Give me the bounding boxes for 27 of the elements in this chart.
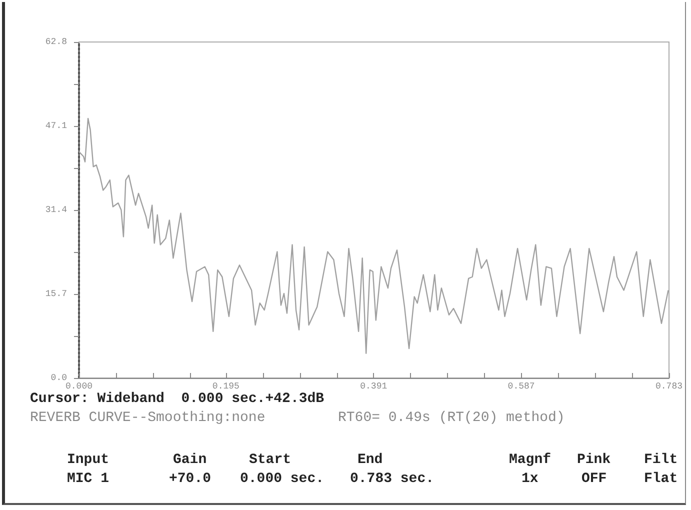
y-tick-label: 0.0 [50, 373, 67, 383]
x-tick-label: 0.000 [65, 382, 93, 392]
text: REVERB CURVE--Smoothing:none [30, 410, 266, 426]
text: +70.0 [169, 471, 212, 487]
text: RT60= 0.49s (RT(20) method) [338, 410, 565, 426]
text: 0.000 sec. [240, 471, 324, 487]
text: Start [249, 452, 292, 468]
text: Input [67, 452, 110, 468]
text: 1x [522, 471, 538, 487]
y-tick-label: 62.8 [45, 37, 67, 47]
text: OFF [582, 471, 607, 487]
text: Gain [173, 452, 207, 468]
text: Flat [644, 471, 678, 487]
y-tick-label: 31.4 [45, 205, 67, 215]
text: Magnf [509, 452, 552, 468]
text: End [358, 452, 383, 468]
text: Pink [577, 452, 611, 468]
text: 0.783 sec. [350, 471, 434, 487]
y-tick-label: 15.7 [45, 289, 67, 299]
y-tick-label: 47.1 [45, 121, 67, 131]
text: MIC 1 [67, 471, 110, 487]
x-tick-label: 0.587 [508, 382, 535, 392]
text: Filt [644, 452, 678, 468]
x-tick-label: 0.391 [360, 382, 388, 392]
text: Cursor: Wideband 0.000 sec.+42.3dB [30, 391, 324, 407]
x-tick-label: 0.783 [655, 382, 683, 392]
x-tick-label: 0.195 [212, 382, 240, 392]
